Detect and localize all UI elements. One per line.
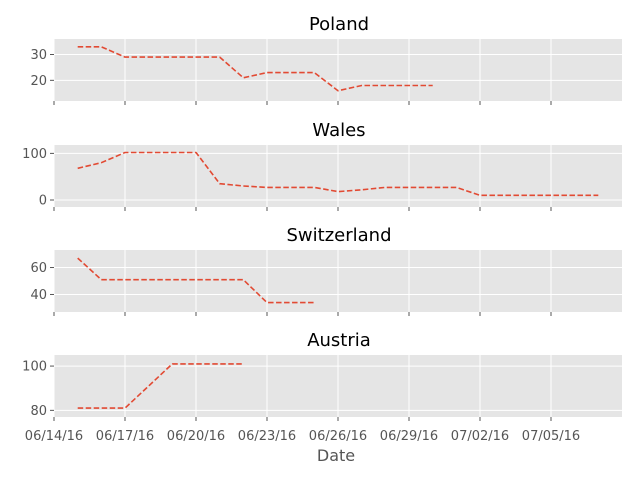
panel-title: Switzerland (287, 225, 392, 246)
y-tick-label: 20 (30, 74, 47, 89)
panel-poland: 20 30 Poland (30, 14, 622, 105)
panel-wales: 0 100 Wales (22, 120, 622, 211)
x-tick-label: 06/14/16 (25, 429, 83, 444)
x-tick-label: 06/17/16 (96, 429, 154, 444)
y-tick-label: 80 (30, 404, 47, 419)
x-tick-label: 06/20/16 (167, 429, 225, 444)
panel-title: Austria (307, 330, 371, 351)
y-tick-label: 30 (30, 48, 47, 63)
series-line-poland (77, 45, 433, 92)
panel-austria: 80 100 Austria (22, 330, 622, 421)
panel-switzerland: 40 60 Switzerland (30, 225, 622, 316)
x-tick-label: 07/02/16 (451, 429, 509, 444)
series-line-austria (77, 363, 244, 409)
x-tick-label: 06/23/16 (238, 429, 296, 444)
subplot-panels: 20 30 Poland 0 100 Wales 40 60 Switzerland 80 100 A… (22, 14, 622, 421)
series-line-wales (77, 151, 599, 197)
x-axis-label: Date (317, 446, 355, 465)
y-tick-label: 40 (30, 288, 47, 303)
y-tick-label: 60 (30, 261, 47, 276)
x-tick-label: 06/26/16 (309, 429, 367, 444)
panel-title: Poland (309, 14, 369, 35)
x-tick-labels: 06/14/16 06/17/16 06/20/16 06/23/16 06/26/16… (25, 429, 580, 444)
panel-title: Wales (312, 120, 365, 141)
x-tick-label: 07/05/16 (522, 429, 580, 444)
y-tick-label: 100 (22, 147, 47, 162)
y-tick-label: 100 (22, 360, 47, 375)
y-tick-label: 0 (39, 194, 47, 209)
x-tick-label: 06/29/16 (380, 429, 438, 444)
